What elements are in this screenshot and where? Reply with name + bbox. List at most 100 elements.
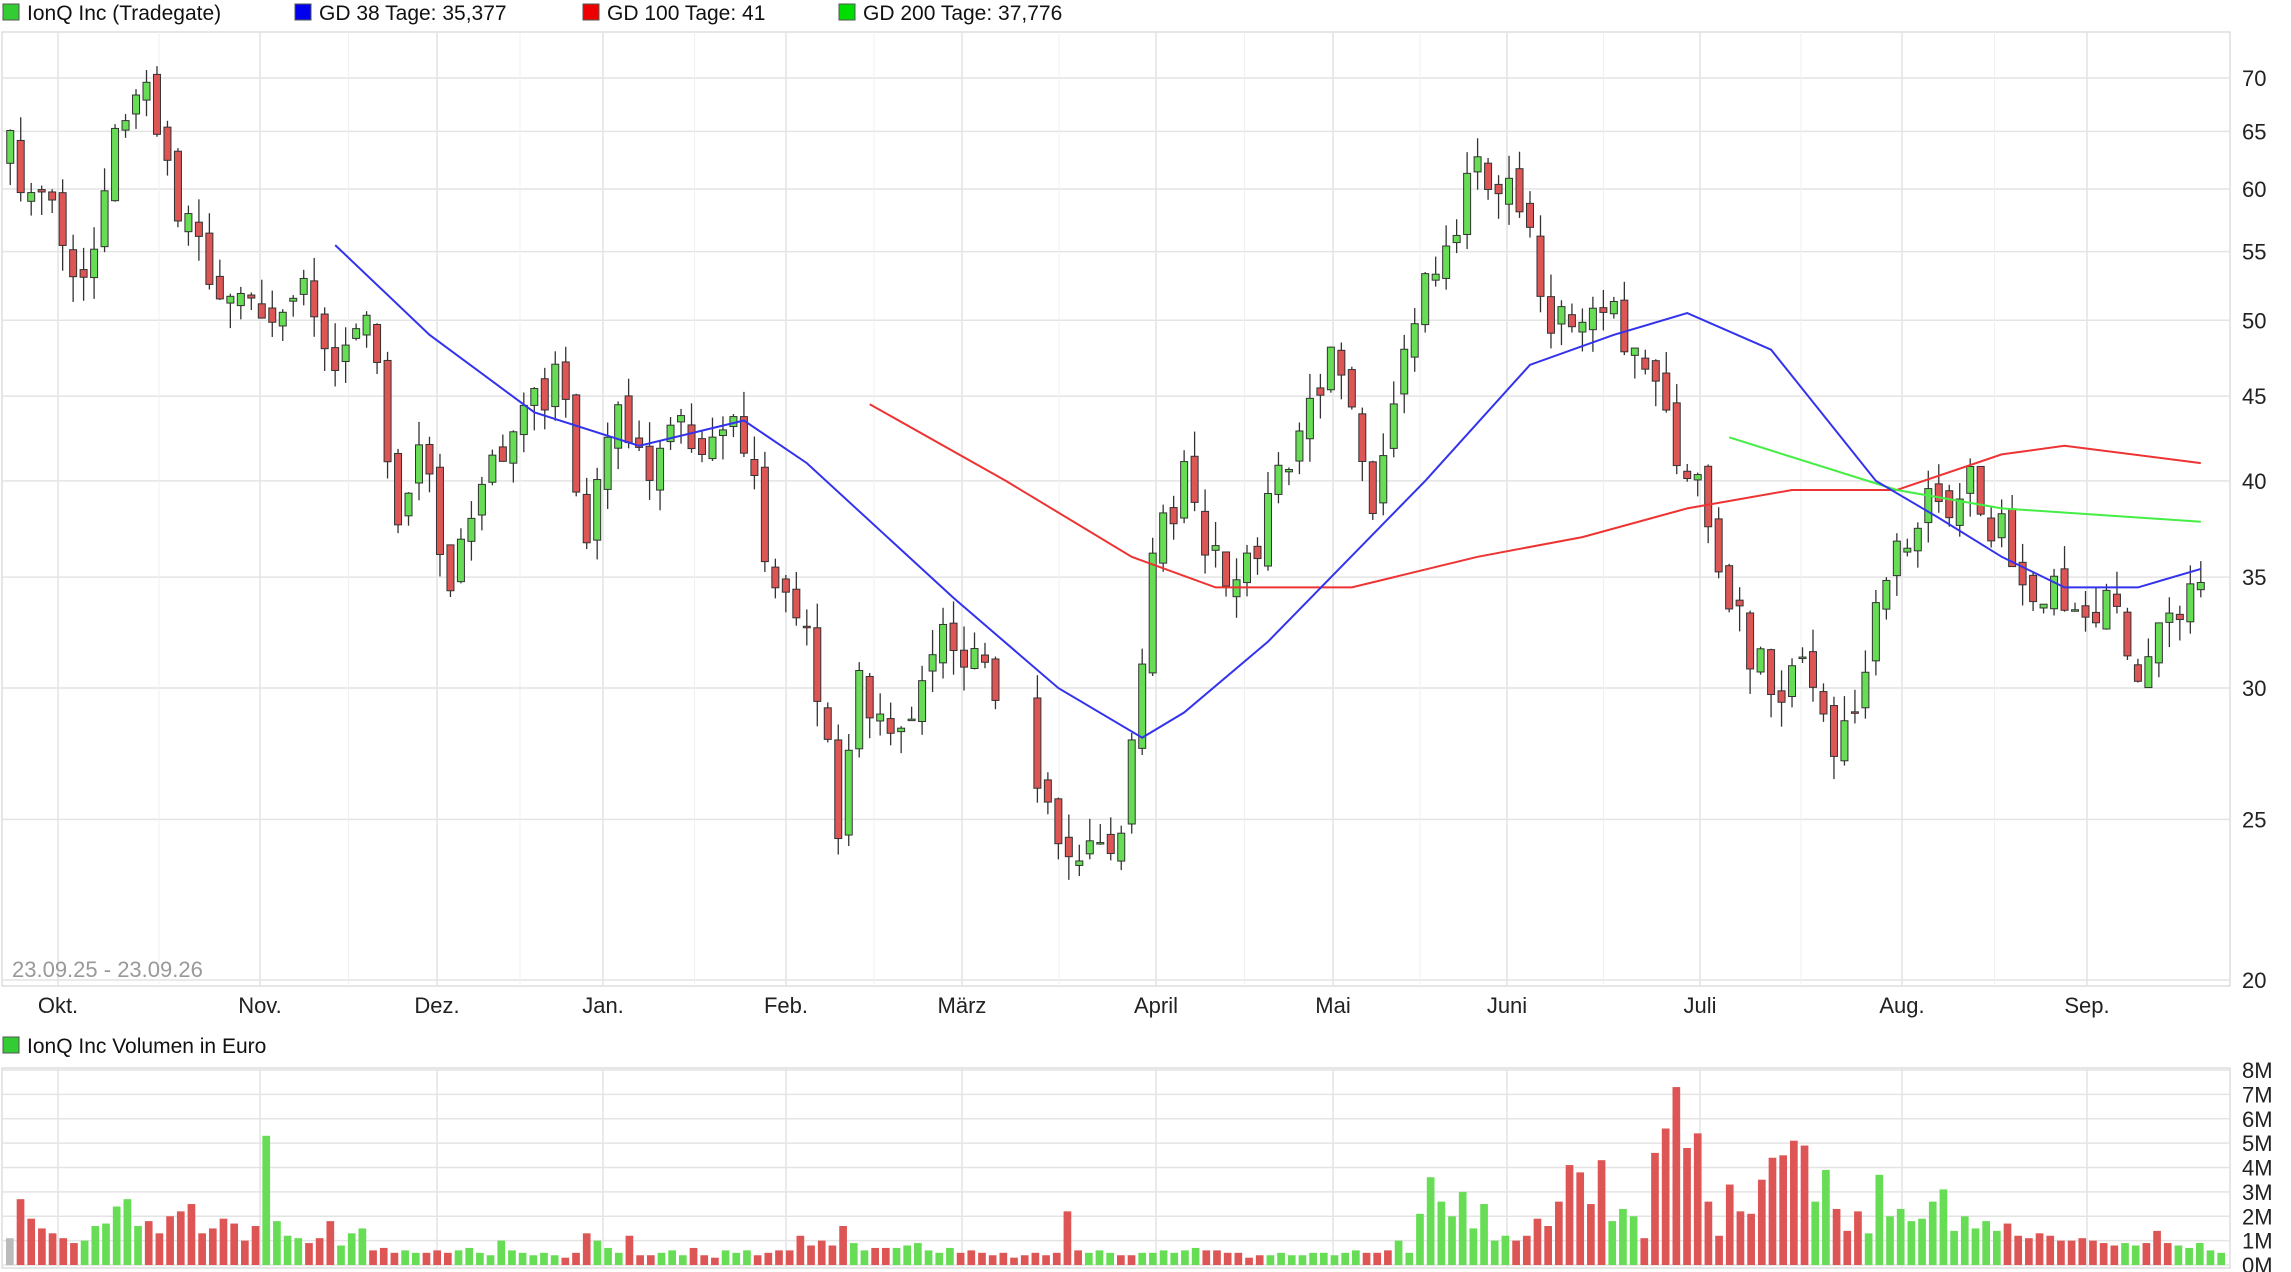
candle: [1746, 610, 1755, 694]
month-label: Sep.: [2064, 993, 2109, 1018]
candle: [1054, 797, 1063, 860]
candle: [79, 247, 88, 301]
candle-body-down: [949, 622, 958, 652]
candle-body-down: [1368, 461, 1377, 515]
volume-bar: [561, 1257, 570, 1265]
candle-body-down: [268, 307, 277, 323]
candle-body-up: [1966, 465, 1975, 494]
candle: [1494, 175, 1503, 219]
candle-body-down: [425, 443, 434, 475]
volume-bar: [230, 1223, 239, 1265]
candle: [666, 416, 675, 450]
candle: [6, 129, 15, 186]
candle-body-up: [1389, 403, 1398, 449]
candle: [970, 632, 979, 670]
candle-body-up: [477, 483, 486, 516]
volume-bar: [914, 1243, 922, 1265]
candle: [781, 574, 790, 613]
candle: [718, 416, 727, 460]
candlesticks: [6, 66, 2205, 880]
legend-swatch-price: [2, 3, 20, 21]
legend-swatch-ma38: [294, 3, 312, 21]
candle: [1316, 373, 1325, 419]
candle: [1861, 650, 1870, 719]
volume-bar: [2035, 1233, 2044, 1265]
candle-body-up: [1903, 547, 1912, 553]
candle: [813, 603, 822, 727]
volume-bar: [1939, 1189, 1948, 1265]
candle: [1693, 472, 1702, 497]
volume-bar: [540, 1252, 548, 1265]
candle: [1505, 155, 1514, 225]
price-plot-frame: [1, 31, 2231, 987]
candle: [1159, 504, 1168, 572]
month-label: Juni: [1487, 993, 1527, 1018]
candle-body-up: [1588, 307, 1597, 331]
candle: [1567, 303, 1576, 333]
candle-body-down: [1536, 235, 1545, 297]
candle: [1819, 683, 1828, 722]
candle: [446, 544, 455, 598]
candle-body-up: [341, 344, 350, 362]
month-axis: Okt. Nov. Dez. Jan. Feb. März April Mai Juni Juli…: [38, 993, 2110, 1018]
candle: [1274, 452, 1283, 504]
candle-body-down: [865, 675, 874, 719]
candle-body-up: [2165, 612, 2174, 623]
candle: [2039, 603, 2048, 614]
candle-body-up: [708, 436, 717, 460]
volume-bar: [2014, 1235, 2023, 1265]
ma38-line: [334, 244, 2202, 739]
candle: [1190, 431, 1199, 512]
candle-body-down: [79, 269, 88, 278]
candle: [1599, 289, 1608, 331]
volume-bar: [465, 1247, 474, 1265]
candle-body-up: [1557, 306, 1566, 325]
candle-body-up: [1861, 671, 1870, 709]
candle: [1892, 533, 1901, 596]
candle: [1085, 818, 1094, 860]
candle: [58, 179, 67, 271]
candle: [2165, 597, 2174, 648]
candle-body-up: [593, 479, 602, 541]
candle: [289, 295, 298, 317]
candle-body-up: [918, 680, 927, 722]
candle-body-up: [677, 415, 686, 423]
volume-bar: [102, 1223, 110, 1265]
volume-bar: [2121, 1243, 2129, 1265]
volume-bar: [1843, 1230, 1852, 1265]
candle-body-down: [991, 658, 1000, 701]
volume-bar: [1971, 1228, 1980, 1265]
candle-body-down: [886, 718, 895, 734]
volume-bar: [1854, 1211, 1862, 1265]
candle: [299, 269, 308, 306]
candle-body-down: [498, 446, 507, 462]
candle: [1368, 460, 1377, 521]
volume-bar: [176, 1211, 185, 1265]
candle-body-up: [1871, 602, 1880, 662]
candle-body-down: [561, 361, 570, 400]
volume-bar: [1704, 1201, 1713, 1265]
candle: [1442, 225, 1451, 290]
candle-body-down: [394, 452, 403, 526]
candle-body-up: [2071, 609, 2080, 612]
candle: [928, 630, 937, 693]
candle: [1651, 359, 1660, 407]
candle: [1169, 495, 1178, 540]
candle: [394, 448, 403, 534]
candle-body-up: [111, 127, 120, 202]
volume-bar: [262, 1135, 271, 1265]
candle: [1337, 342, 1346, 400]
candle: [1305, 373, 1314, 462]
volume-bar: [1405, 1252, 1414, 1265]
volume-bar: [6, 1238, 14, 1265]
candle: [991, 656, 1000, 710]
volume-bar: [1822, 1169, 1830, 1265]
candle-body-up: [1630, 347, 1639, 356]
candle-body-down: [792, 588, 801, 619]
volume-bar: [1832, 1208, 1841, 1265]
volume-bar: [422, 1252, 431, 1265]
candle: [331, 323, 340, 387]
price-tick-label: 35: [2242, 565, 2266, 590]
volume-bar: [2057, 1240, 2065, 1265]
volume-bar: [1352, 1250, 1360, 1265]
